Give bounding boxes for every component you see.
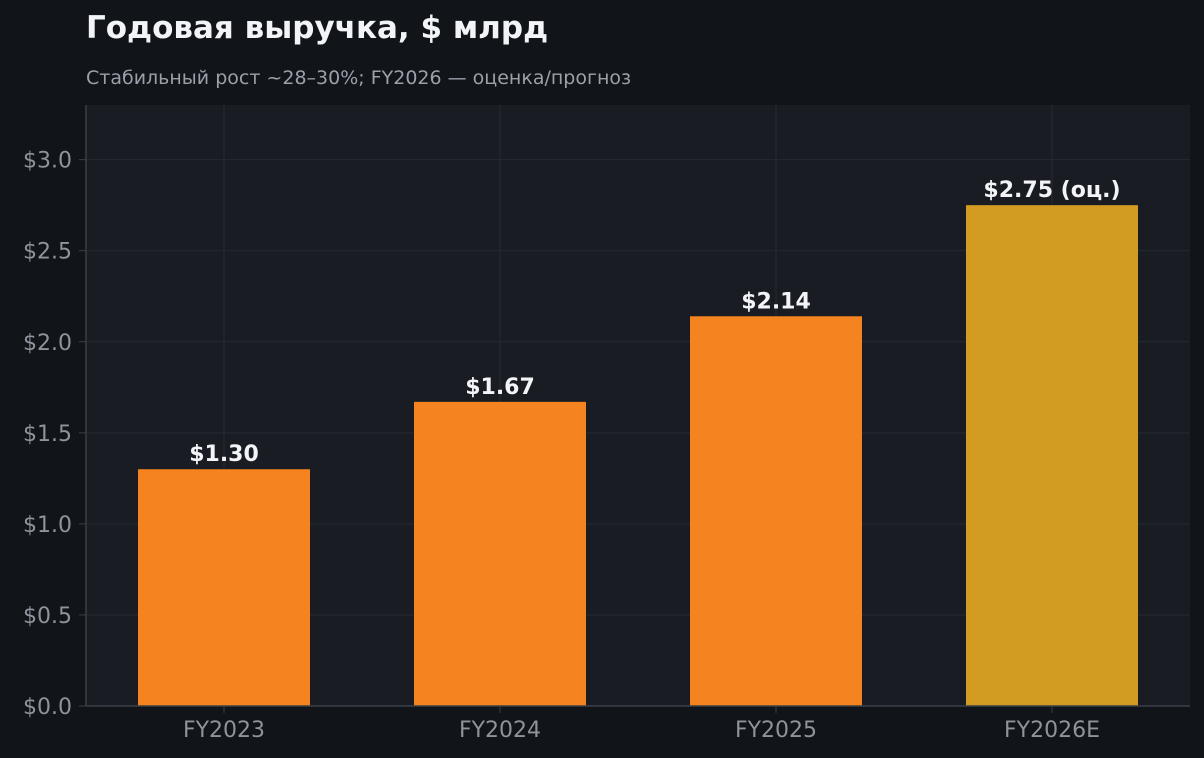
data-label: $1.30 — [189, 442, 259, 467]
x-tick-label: FY2026E — [1004, 718, 1100, 743]
data-label: $2.75 (оц.) — [983, 178, 1120, 203]
y-tick-label: $1.5 — [23, 422, 72, 447]
data-label: $2.14 — [741, 289, 811, 314]
bar-fy2026e — [966, 205, 1138, 706]
y-tick-label: $2.5 — [23, 240, 72, 265]
data-label: $1.67 — [465, 375, 535, 400]
y-tick-label: $0.5 — [23, 604, 72, 629]
x-tick-label: FY2024 — [459, 718, 541, 743]
bar-fy2023 — [138, 469, 310, 706]
y-tick-label: $2.0 — [23, 331, 72, 356]
bar-layer — [138, 205, 1138, 706]
y-tick-label: $0.0 — [23, 695, 72, 720]
y-tick-label: $3.0 — [23, 149, 72, 174]
x-tick-label: FY2023 — [183, 718, 265, 743]
chart-title: Годовая выручка, $ млрд — [86, 10, 548, 46]
chart-subtitle: Стабильный рост ~28–30%; FY2026 — оценка… — [86, 67, 631, 89]
bar-fy2025 — [690, 316, 862, 706]
label-layer: $0.0 $0.5 $1.0 $1.5 $2.0 $2.5 $3.0 $1.30 FY2023 $… — [23, 149, 1121, 743]
bar-fy2024 — [414, 401, 586, 706]
y-tick-label: $1.0 — [23, 513, 72, 538]
x-tick-label: FY2025 — [735, 718, 817, 743]
axis-layer — [79, 105, 1190, 713]
